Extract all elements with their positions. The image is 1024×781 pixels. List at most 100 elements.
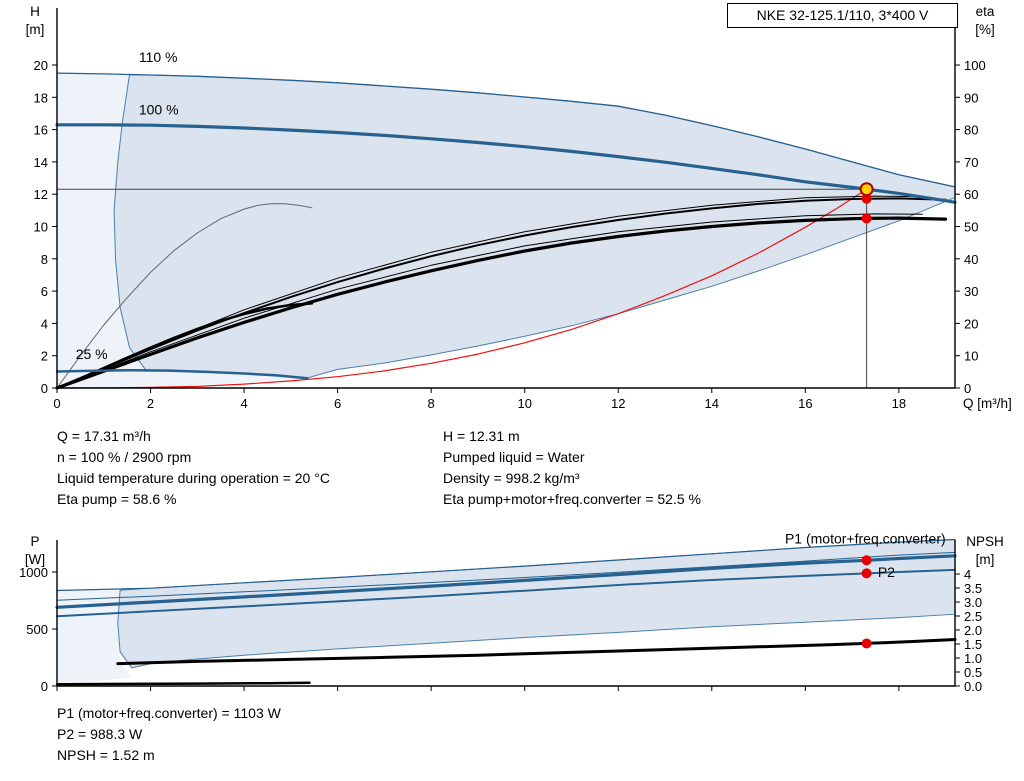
y-right-tick-label: 0.0 xyxy=(964,679,982,694)
y-right-tick-label: 60 xyxy=(964,187,978,202)
y-left-tick-label: 12 xyxy=(34,187,48,202)
y-left-tick-label: 20 xyxy=(34,58,48,73)
duty-info-right: H = 12.31 m Pumped liquid = Water Densit… xyxy=(443,426,701,510)
info-line-eta-pump: Eta pump = 58.6 % xyxy=(57,491,177,507)
speed-curve-110pct xyxy=(56,72,956,188)
y-left-tick-label: 8 xyxy=(41,252,48,267)
p1-110pct-curve xyxy=(56,538,956,592)
duty-point-marker xyxy=(859,182,874,197)
x-tick-label: 10 xyxy=(517,396,531,411)
p2-curve xyxy=(56,568,956,618)
y-right-tick-label: 70 xyxy=(964,155,978,170)
info-line-p1: P1 (motor+freq.converter) = 1103 W xyxy=(57,705,281,721)
y-left-tick-label: 0 xyxy=(41,679,48,694)
x-tick-label: 16 xyxy=(798,396,812,411)
info-line-speed: n = 100 % / 2900 rpm xyxy=(57,449,192,465)
y-left-tick-label: 500 xyxy=(26,622,48,637)
y-right-tick-label: 50 xyxy=(964,220,978,235)
y-right-axis-label: eta xyxy=(976,4,995,19)
y-right-tick-label: 80 xyxy=(964,123,978,138)
y-left-tick-label: 2 xyxy=(41,349,48,364)
x-tick-label: 2 xyxy=(147,396,154,411)
npsh-curve xyxy=(116,638,957,666)
eta-pump-25pct xyxy=(56,203,313,389)
y-right-tick-label: 20 xyxy=(964,316,978,331)
info-line-h: H = 12.31 m xyxy=(443,428,520,444)
result-point-marker xyxy=(861,213,872,224)
info-line-p2: P2 = 988.3 W xyxy=(57,726,143,742)
curve-label: 25 % xyxy=(76,346,108,362)
y-left-axis-label: [W] xyxy=(25,552,45,567)
y-right-axis-label: [m] xyxy=(976,552,995,567)
result-point-marker xyxy=(861,638,872,649)
info-line-eta-total: Eta pump+motor+freq.converter = 52.5 % xyxy=(443,491,701,507)
result-point-marker xyxy=(861,555,872,566)
y-right-tick-label: 1.0 xyxy=(964,651,982,666)
duty-info-left: Q = 17.31 m³/h n = 100 % / 2900 rpm Liqu… xyxy=(57,426,330,510)
x-tick-label: 0 xyxy=(53,396,60,411)
pump-title-box: NKE 32-125.1/110, 3*400 V xyxy=(727,3,958,28)
x-axis-label: Q [m³/h] xyxy=(963,396,1012,411)
x-tick-label: 14 xyxy=(705,396,719,411)
eta-envelope-thin-1 xyxy=(56,195,923,389)
info-line-density: Density = 998.2 kg/m³ xyxy=(443,470,580,486)
curve-label: P2 xyxy=(878,564,895,580)
info-line-npsh: NPSH = 1.52 m xyxy=(57,747,155,763)
curve-label: 100 % xyxy=(139,101,179,117)
y-left-tick-label: 1000 xyxy=(19,565,48,580)
p1-trim-curve xyxy=(56,551,956,601)
y-right-tick-label: 0.5 xyxy=(964,665,982,680)
y-right-tick-label: 4 xyxy=(964,567,971,582)
result-point-marker xyxy=(861,193,872,204)
y-left-tick-label: 4 xyxy=(41,316,48,331)
y-right-tick-label: 3.5 xyxy=(964,581,982,596)
y-left-tick-label: 10 xyxy=(34,220,48,235)
y-left-axis-label: P xyxy=(30,534,39,549)
info-line-q: Q = 17.31 m³/h xyxy=(57,428,151,444)
info-line-temperature: Liquid temperature during operation = 20… xyxy=(57,470,330,486)
y-left-axis-label: H xyxy=(30,4,40,19)
y-right-tick-label: 100 xyxy=(964,58,986,73)
y-left-axis-label: [m] xyxy=(26,22,45,37)
y-right-tick-label: 30 xyxy=(964,284,978,299)
x-tick-label: 6 xyxy=(334,396,341,411)
x-tick-label: 8 xyxy=(428,396,435,411)
curve-label: P1 (motor+freq.converter) xyxy=(785,531,946,547)
x-tick-label: 18 xyxy=(892,396,906,411)
result-point-marker xyxy=(861,568,872,579)
y-right-tick-label: 0 xyxy=(964,381,971,396)
power-info: P1 (motor+freq.converter) = 1103 W P2 = … xyxy=(57,703,281,766)
info-line-liquid: Pumped liquid = Water xyxy=(443,449,585,465)
y-right-tick-label: 1.5 xyxy=(964,637,982,652)
y-right-tick-label: 90 xyxy=(964,90,978,105)
y-left-tick-label: 0 xyxy=(41,381,48,396)
y-right-axis-label: NPSH xyxy=(966,534,1004,549)
power-envelope xyxy=(117,538,956,669)
pump-title: NKE 32-125.1/110, 3*400 V xyxy=(756,7,929,23)
y-right-tick-label: 2.5 xyxy=(964,609,982,624)
x-tick-label: 12 xyxy=(611,396,625,411)
eta-total-curve xyxy=(55,216,948,390)
operating-envelope xyxy=(113,74,956,379)
p1-curve xyxy=(55,554,957,609)
y-right-tick-label: 3.0 xyxy=(964,595,982,610)
y-right-axis-label: [%] xyxy=(975,22,995,37)
y-left-tick-label: 18 xyxy=(34,90,48,105)
curve-label: 110 % xyxy=(139,49,178,65)
y-left-tick-label: 14 xyxy=(34,155,48,170)
power-npsh-chart: 0 500 1000 0.00.51.01.52.02.53.03.54 P [W] NPS… xyxy=(19,531,1004,695)
y-right-tick-label: 2.0 xyxy=(964,623,982,638)
hq-eta-chart: 0 2 4 6 8 10 12 14 16 18 20 0 10 20 30 40 50 60 70 80 90 100 0… xyxy=(26,4,1012,411)
y-left-tick-label: 16 xyxy=(34,123,48,138)
y-right-tick-label: 10 xyxy=(964,349,978,364)
system-curve-red xyxy=(56,188,868,389)
operating-envelope-pale xyxy=(57,73,308,388)
speed-curve-25pct xyxy=(55,368,309,380)
speed-curve-100pct xyxy=(55,123,957,204)
y-right-tick-label: 40 xyxy=(964,252,978,267)
x-tick-label: 4 xyxy=(240,396,247,411)
y-left-tick-label: 6 xyxy=(41,284,48,299)
eta-envelope-thin-2 xyxy=(56,213,923,389)
eta-pump-curve xyxy=(56,197,947,389)
